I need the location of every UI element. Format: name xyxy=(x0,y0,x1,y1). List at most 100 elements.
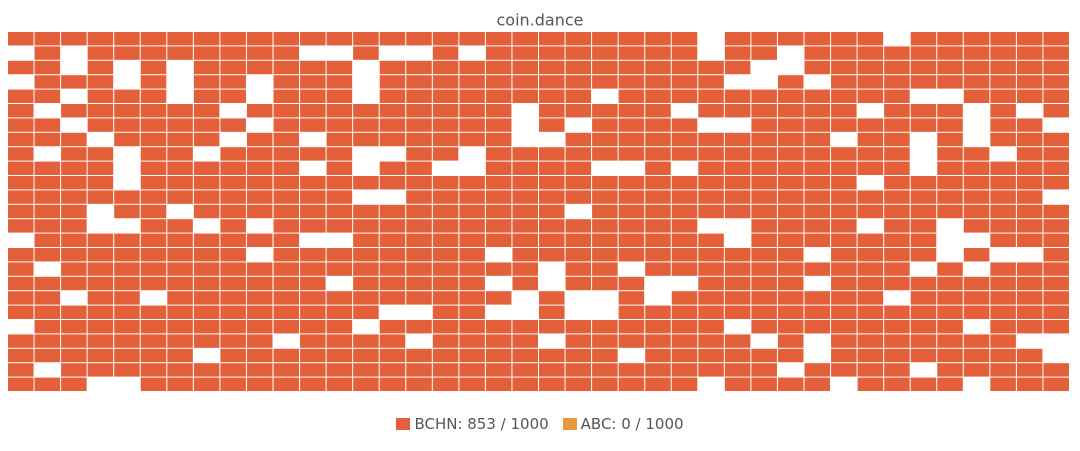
block-cell xyxy=(671,276,698,291)
block-cell xyxy=(8,233,34,247)
block-cell xyxy=(114,132,140,147)
block-cell xyxy=(87,161,114,175)
block-cell xyxy=(857,46,884,60)
block-cell xyxy=(34,60,61,75)
block-cell xyxy=(87,262,114,276)
block-cell xyxy=(459,334,485,348)
block-cell xyxy=(512,320,538,334)
block-cell xyxy=(565,276,592,291)
block-cell xyxy=(857,276,884,291)
block-cell xyxy=(432,89,459,103)
block-cell xyxy=(114,320,140,334)
block-cell xyxy=(114,176,140,190)
block-cell xyxy=(618,46,645,60)
block-cell xyxy=(246,248,273,262)
block-cell xyxy=(1016,363,1043,377)
block-cell xyxy=(831,219,857,233)
block-cell xyxy=(273,161,300,175)
block-cell xyxy=(724,60,751,75)
block-cell xyxy=(379,204,406,219)
block-cell xyxy=(910,305,937,319)
block-cell xyxy=(724,176,751,190)
block-cell xyxy=(193,32,220,46)
block-cell xyxy=(645,161,671,175)
block-cell xyxy=(990,262,1016,276)
block-cell xyxy=(61,233,87,247)
block-cell xyxy=(193,305,220,319)
block-cell xyxy=(379,118,406,132)
block-cell xyxy=(592,46,618,60)
block-cell xyxy=(724,132,751,147)
block-cell xyxy=(804,75,831,89)
block-cell xyxy=(193,262,220,276)
block-cell xyxy=(87,233,114,247)
block-cell xyxy=(61,32,87,46)
block-cell xyxy=(167,75,193,89)
block-cell xyxy=(618,89,645,103)
block-cell xyxy=(937,348,963,363)
block-cell xyxy=(353,348,379,363)
block-cell xyxy=(87,176,114,190)
block-cell xyxy=(353,377,379,391)
block-cell xyxy=(884,132,910,147)
block-cell xyxy=(698,348,724,363)
block-cell xyxy=(990,46,1016,60)
block-cell xyxy=(273,291,300,305)
block-cell xyxy=(406,46,432,60)
block-cell xyxy=(1043,176,1069,190)
block-cell xyxy=(539,262,565,276)
block-cell xyxy=(220,248,246,262)
block-cell xyxy=(273,190,300,204)
block-cell xyxy=(1016,104,1043,118)
block-cell xyxy=(618,132,645,147)
block-cell xyxy=(671,291,698,305)
block-cell xyxy=(671,60,698,75)
block-cell xyxy=(724,32,751,46)
block-cell xyxy=(565,190,592,204)
block-cell xyxy=(432,262,459,276)
block-cell xyxy=(326,75,353,89)
block-cell xyxy=(220,161,246,175)
block-cell xyxy=(246,176,273,190)
block-cell xyxy=(512,291,538,305)
block-cell xyxy=(990,190,1016,204)
block-cell xyxy=(459,204,485,219)
block-cell xyxy=(698,75,724,89)
block-cell xyxy=(963,276,990,291)
block-cell xyxy=(459,89,485,103)
block-cell xyxy=(406,363,432,377)
block-cell xyxy=(246,32,273,46)
block-cell xyxy=(565,348,592,363)
block-cell xyxy=(379,363,406,377)
block-cell xyxy=(645,147,671,161)
block-cell xyxy=(114,348,140,363)
block-cell xyxy=(645,291,671,305)
block-cell xyxy=(114,233,140,247)
block-cell xyxy=(220,276,246,291)
block-cell xyxy=(698,363,724,377)
block-cell xyxy=(193,46,220,60)
block-cell xyxy=(193,132,220,147)
block-cell xyxy=(353,132,379,147)
block-cell xyxy=(963,262,990,276)
block-cell xyxy=(937,32,963,46)
block-cell xyxy=(114,276,140,291)
block-cell xyxy=(353,176,379,190)
block-cell xyxy=(8,161,34,175)
block-cell xyxy=(432,75,459,89)
chart-title: coin.dance xyxy=(497,11,584,30)
block-cell xyxy=(273,219,300,233)
block-cell xyxy=(8,75,34,89)
block-cell xyxy=(724,320,751,334)
block-cell xyxy=(114,190,140,204)
block-cell xyxy=(406,118,432,132)
block-cell xyxy=(273,147,300,161)
block-cell xyxy=(140,32,167,46)
block-cell xyxy=(220,233,246,247)
block-cell xyxy=(990,204,1016,219)
block-cell xyxy=(273,363,300,377)
block-cell xyxy=(698,320,724,334)
block-cell xyxy=(459,248,485,262)
block-cell xyxy=(61,204,87,219)
block-cell xyxy=(831,118,857,132)
